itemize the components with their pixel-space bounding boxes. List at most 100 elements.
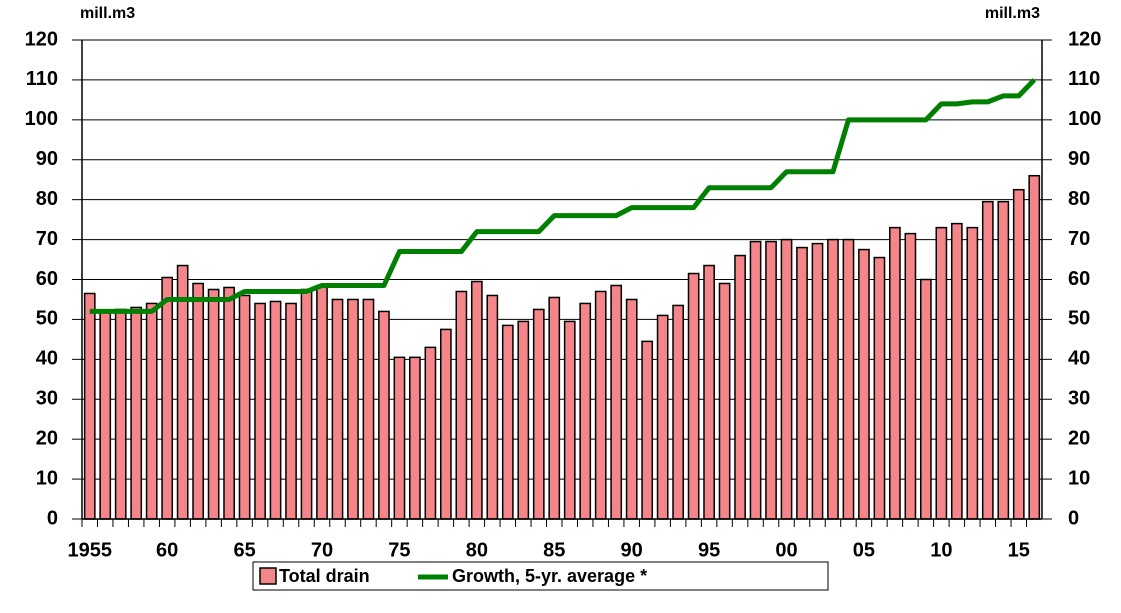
- legend-label: Total drain: [279, 566, 370, 586]
- bar: [796, 246, 808, 520]
- bar: [316, 284, 328, 520]
- bar: [858, 248, 870, 520]
- bar: [656, 314, 669, 520]
- x-tick-label: 95: [698, 539, 720, 561]
- x-tick-label: 05: [853, 539, 875, 561]
- bar: [207, 288, 220, 520]
- bar: [393, 356, 406, 520]
- y2-tick-label: 120: [1068, 28, 1101, 50]
- bar: [641, 340, 654, 520]
- bar: [517, 320, 530, 520]
- bar: [687, 272, 700, 520]
- y2-tick-label: 0: [1068, 507, 1079, 529]
- bar: [254, 302, 266, 520]
- bar: [920, 278, 932, 520]
- y-tick-label: 20: [36, 427, 58, 449]
- bar: [780, 238, 793, 520]
- bar: [734, 254, 746, 520]
- x-tick-label: 90: [621, 539, 643, 561]
- y2-tick-label: 30: [1068, 388, 1090, 410]
- bar: [145, 302, 158, 520]
- bar: [1028, 174, 1041, 520]
- growth-line: [89, 78, 1037, 314]
- legend-label: Growth, 5-yr. average *: [452, 566, 647, 586]
- bar: [486, 294, 499, 520]
- y-tick-label: 70: [36, 228, 58, 250]
- bar: [749, 240, 762, 520]
- bar: [238, 294, 251, 520]
- y-tick-label: 100: [25, 108, 58, 130]
- x-tick-label: 15: [1008, 539, 1030, 561]
- bar: [1012, 188, 1025, 520]
- bar: [192, 282, 204, 520]
- bar: [331, 298, 344, 520]
- bar: [83, 292, 96, 520]
- bar: [703, 264, 715, 520]
- bar: [579, 302, 592, 520]
- y2-tick-label: 100: [1068, 108, 1101, 130]
- x-tick-label: 70: [311, 539, 333, 561]
- bar: [672, 304, 684, 520]
- bar: [889, 226, 901, 520]
- bar: [130, 306, 143, 520]
- bar: [378, 310, 390, 520]
- x-tick-label: 75: [388, 539, 410, 561]
- bar: [765, 240, 777, 520]
- y-tick-label: 120: [25, 28, 58, 50]
- bar: [532, 308, 545, 520]
- bar: [966, 226, 979, 520]
- bar: [811, 242, 824, 520]
- y-tick-label: 10: [36, 467, 58, 489]
- bar: [455, 290, 468, 520]
- bar: [997, 200, 1010, 520]
- bar: [470, 280, 483, 520]
- bar: [873, 256, 886, 520]
- y2-tick-label: 110: [1068, 68, 1100, 90]
- bar: [347, 298, 359, 520]
- y2-tick-label: 50: [1068, 308, 1090, 330]
- y-axis-title: mill.m3: [80, 5, 135, 22]
- bar: [223, 286, 235, 520]
- bar: [594, 290, 607, 520]
- bar: [501, 324, 514, 520]
- bar: [842, 238, 855, 520]
- y-tick-label: 60: [36, 268, 58, 290]
- bar: [269, 300, 282, 520]
- legend-box: [252, 561, 829, 591]
- x-tick-label: 85: [543, 539, 565, 561]
- bar: [827, 238, 839, 520]
- bar: [409, 356, 421, 520]
- bar: [548, 296, 561, 520]
- bar: [362, 298, 375, 520]
- y2-tick-label: 40: [1068, 348, 1090, 370]
- y-tick-label: 40: [36, 348, 58, 370]
- bar: [285, 302, 297, 520]
- y2-tick-label: 60: [1068, 268, 1090, 290]
- y-tick-label: 0: [47, 507, 58, 529]
- bar: [718, 282, 731, 520]
- x-tick-label: 10: [930, 539, 952, 561]
- bar: [300, 288, 313, 520]
- bar: [981, 200, 994, 520]
- bar: [563, 320, 576, 520]
- y2-tick-label: 90: [1068, 148, 1090, 170]
- y2-tick-label: 80: [1068, 188, 1090, 210]
- bar: [625, 298, 638, 520]
- bar: [935, 226, 948, 520]
- x-tick-label: 1955: [67, 539, 112, 561]
- bar: [610, 284, 623, 520]
- bar: [176, 264, 189, 520]
- bar: [904, 232, 917, 520]
- x-tick-label: 65: [233, 539, 255, 561]
- bar: [424, 346, 437, 520]
- x-tick-label: 00: [775, 539, 797, 561]
- y2-tick-label: 20: [1068, 427, 1090, 449]
- y-tick-label: 90: [36, 148, 58, 170]
- bar: [950, 222, 963, 520]
- y2-tick-label: 10: [1068, 467, 1090, 489]
- bar: [440, 328, 452, 520]
- x-tick-label: 80: [466, 539, 488, 561]
- bar: [161, 276, 174, 520]
- y-tick-label: 80: [36, 188, 58, 210]
